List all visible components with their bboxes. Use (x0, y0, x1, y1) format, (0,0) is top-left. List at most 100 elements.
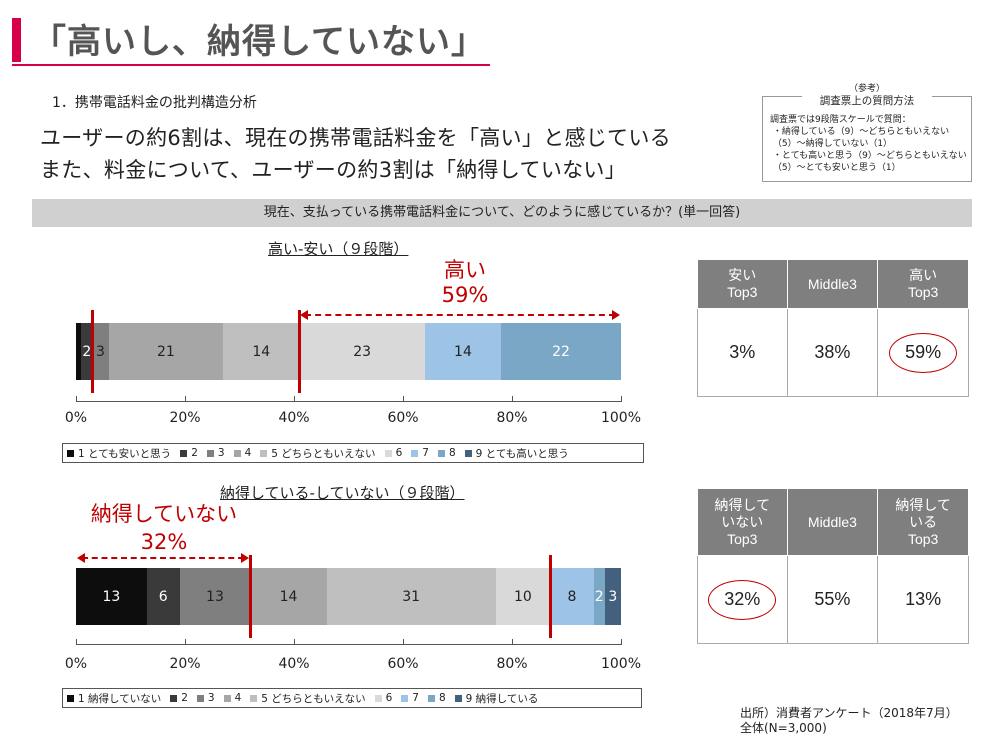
chart1-x-tick-label: 40% (278, 410, 310, 426)
chart1-data-label-3: 3 (96, 343, 105, 360)
chart2-bar-segment-4: 14 (250, 568, 327, 625)
chart2-legend-label: 8 (438, 692, 446, 704)
chart2-data-label-6: 10 (513, 588, 532, 605)
chart1-marker-line-1 (90, 310, 94, 393)
chart1-bar-segment-6: 23 (299, 323, 425, 380)
highlight-circle (708, 579, 777, 620)
chart2-data-label-3: 13 (206, 588, 224, 605)
chart1-data-label-4: 21 (156, 343, 175, 360)
chart1-x-tick (185, 396, 186, 402)
chart2-legend-item: 1 納得していない (67, 691, 161, 706)
chart2-legend-item: 2 (170, 692, 188, 704)
chart1-legend-item: 4 (233, 447, 252, 459)
chart2-legend-swatch (454, 694, 462, 702)
reference-title: （参考） 調査票上の質問方法 (802, 84, 932, 108)
table1-header-middle: Middle3 (786, 259, 879, 309)
table1-value-cheap-text: 3% (729, 342, 756, 362)
table2-value-satisfied: 13% (877, 555, 969, 644)
chart1-legend-item: 3 (206, 447, 225, 459)
chart2-bar-segment-1: 13 (76, 568, 147, 625)
chart2-marker-line-2 (548, 555, 552, 638)
chart1-annotation-value: 59% (441, 283, 489, 307)
chart1-bar-segment-4: 21 (108, 323, 224, 380)
chart2-title: 納得している-していない（９段階） (220, 484, 465, 502)
title-accent-bar (12, 18, 21, 62)
chart2-legend-item: 9 納得している (454, 691, 538, 706)
chart1-bar-segment-7: 14 (424, 323, 502, 380)
chart2-legend-label: 6 (385, 692, 393, 704)
chart2-x-tick-label: 0% (64, 656, 88, 672)
chart1-legend-label: 7 (422, 447, 429, 459)
chart2-legend-swatch (196, 694, 204, 702)
chart1-range-arrow (305, 314, 615, 316)
chart1-x-tick (621, 396, 622, 402)
chart1-legend-swatch (180, 449, 188, 457)
chart1-data-label-6: 23 (353, 343, 372, 360)
chart1-x-tick-label: 100% (600, 410, 642, 426)
lead-line-1: ユーザーの約6割は、現在の携帯電話料金を「高い」と感じている (40, 126, 671, 150)
chart1-legend-swatch (206, 449, 214, 457)
chart1-data-label-5: 14 (252, 343, 271, 360)
chart2-data-label-4: 14 (279, 588, 298, 605)
chart2-legend: 1 納得していない 2 3 4 5 どちらともいえない 6 7 8 9 納得している (62, 688, 642, 708)
chart1-legend-label: 2 (191, 447, 198, 459)
chart1-data-label-8: 22 (552, 343, 570, 360)
chart2-annotation-label: 納得していない (90, 502, 238, 526)
chart1-legend-swatch (411, 449, 419, 457)
chart2-bar-segment-3: 13 (179, 568, 251, 625)
chart1-x-tick-label: 20% (169, 410, 201, 426)
chart2-legend-swatch (170, 694, 178, 702)
chart2-x-tick (512, 639, 513, 645)
chart2-bar-segment-7: 8 (550, 568, 594, 625)
chart1-legend-label: 9 とても高いと思う (475, 447, 569, 460)
chart2-data-label-5: 31 (402, 588, 421, 605)
chart1-title: 高い-安い（９段階） (268, 240, 409, 258)
chart2-annotation: 納得していない 32% (84, 500, 244, 556)
chart1-data-label-7: 14 (454, 343, 472, 360)
chart2-legend-item: 8 (427, 692, 446, 704)
chart1-legend-label: 4 (244, 447, 252, 459)
chart2-arrow-head-left (77, 553, 85, 563)
page-title: 「高いし、納得していない」 (32, 22, 486, 62)
chart2-x-tick-label: 20% (169, 656, 201, 672)
table1-value-middle-text: 38% (814, 342, 851, 362)
chart2-bar-segment-9: 3 (604, 568, 621, 625)
table2-value-unsatisfied: 32% (697, 555, 788, 644)
table1-value-cheap: 3% (697, 308, 788, 397)
chart1-legend-label: 1 とても安いと思う (78, 447, 172, 460)
lead-line-2: また、料金について、ユーザーの約3割は「納得していない」 (40, 158, 627, 182)
reference-title-line2: 調査票上の質問方法 (819, 95, 915, 107)
chart1-x-tick-label: 0% (64, 410, 88, 426)
chart2-x-tick-label: 80% (496, 656, 528, 672)
chart2-marker-line-1 (248, 555, 252, 638)
chart2-x-tick (294, 639, 295, 645)
chart2-legend-label: 7 (412, 692, 419, 704)
chart2-x-tick-label: 100% (600, 656, 642, 672)
chart2-legend-label: 4 (234, 692, 242, 704)
chart2-annotation-value: 32% (140, 530, 188, 554)
table1-value-middle: 38% (786, 308, 879, 397)
chart2-x-tick-label: 40% (278, 656, 310, 672)
chart1-legend-item: 7 (411, 447, 429, 459)
chart1-x-tick (76, 396, 77, 402)
chart2-legend-swatch (223, 694, 231, 702)
chart1-annotation-label: 高い (444, 258, 486, 282)
chart1-bar-segment-5: 14 (223, 323, 300, 380)
chart1-legend-label: 8 (448, 447, 456, 459)
chart1-x-tick (512, 396, 513, 402)
chart2-legend-label: 1 納得していない (78, 692, 162, 705)
table2-header-satisfied: 納得して いる Top3 (877, 488, 969, 556)
table2-value-middle-text: 55% (814, 589, 851, 609)
chart1-x-tick-label: 80% (496, 410, 528, 426)
title-underline (12, 64, 490, 66)
chart2-legend-swatch (250, 694, 258, 702)
chart2-legend-swatch (374, 694, 382, 702)
chart2-legend-item: 5 どちらともいえない (250, 691, 366, 706)
summary-table-satisfaction: 納得して いない Top3 Middle3 納得して いる Top3 32% 5… (697, 488, 969, 644)
chart1-data-label-2: 2 (82, 343, 92, 360)
table2-header-middle: Middle3 (786, 488, 879, 556)
chart1-legend-swatch (437, 449, 445, 457)
chart1-legend-swatch (260, 449, 268, 457)
chart2-legend-swatch (427, 694, 435, 702)
highlight-circle (889, 332, 958, 373)
